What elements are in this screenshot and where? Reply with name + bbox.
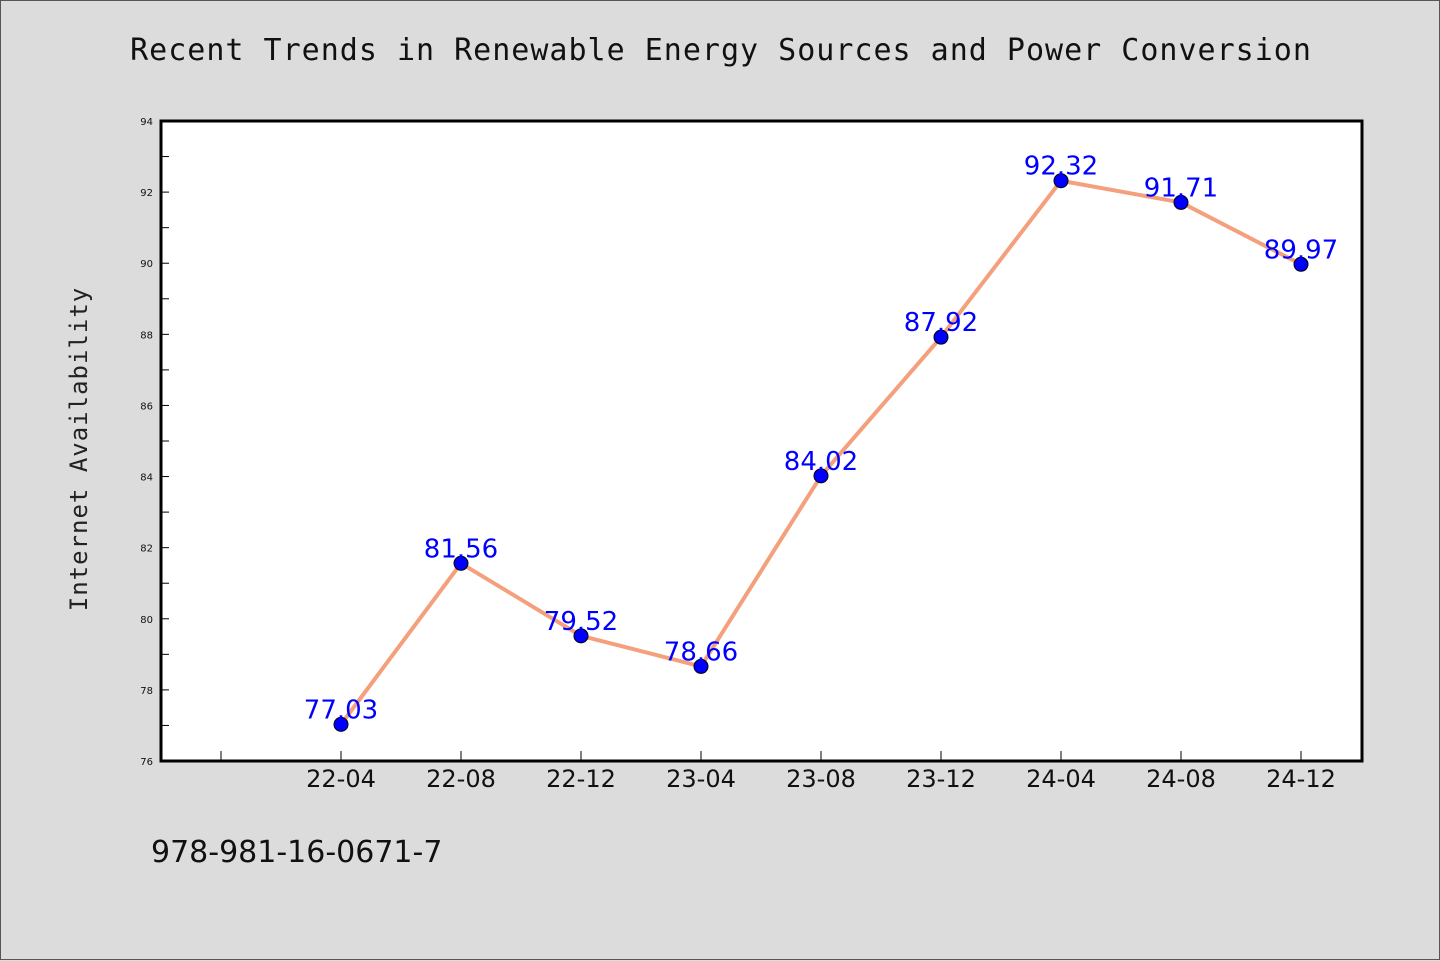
data-label: 87.92: [904, 308, 978, 338]
y-tick-label: 90: [140, 259, 153, 270]
x-tick-label: 22-12: [546, 765, 616, 793]
data-point: [573, 628, 589, 644]
data-label: 91.71: [1144, 173, 1218, 203]
data-label: 79.52: [544, 607, 618, 637]
data-point: [813, 468, 829, 484]
data-label: 84.02: [784, 447, 858, 477]
data-point: [1053, 173, 1069, 189]
chart-title: Recent Trends in Renewable Energy Source…: [130, 33, 1312, 68]
y-tick-label: 80: [140, 615, 153, 626]
x-tick-label: 24-08: [1146, 765, 1216, 793]
x-tick-label: 24-12: [1266, 765, 1336, 793]
data-point: [1173, 194, 1189, 210]
data-point: [453, 555, 469, 571]
data-point: [693, 658, 709, 674]
data-label: 89.97: [1264, 235, 1338, 265]
y-tick-label: 88: [140, 330, 153, 341]
y-tick-label: 86: [140, 401, 153, 412]
data-point: [933, 329, 949, 345]
y-tick-label: 84: [140, 473, 153, 484]
data-label: 78.66: [664, 637, 738, 667]
x-tick-label: 23-12: [906, 765, 976, 793]
x-tick-label: 23-08: [786, 765, 856, 793]
y-tick-label: 78: [140, 686, 153, 697]
x-tick-label: 22-04: [306, 765, 376, 793]
data-label: 81.56: [424, 534, 498, 564]
y-tick-label: 94: [140, 117, 153, 128]
x-axis: 22-04 22-08 22-12 23-04 23-08 23-12 24-04 24-08…: [220, 751, 1336, 793]
x-tick-label: 23-04: [666, 765, 736, 793]
y-tick-label: 76: [140, 757, 153, 768]
data-point: [333, 716, 349, 732]
plot-area: [159, 119, 1364, 763]
y-tick-label: 82: [140, 544, 153, 555]
series-group: 77.03 81.56 79.52 78.66 84.02 87.92 92.32 91.71…: [304, 152, 1338, 732]
data-label: 92.32: [1024, 152, 1098, 182]
y-axis: 76 78 80 82 84 86 88 90 92 94: [140, 117, 169, 768]
x-tick-label: 24-04: [1026, 765, 1096, 793]
x-tick-label: 22-08: [426, 765, 496, 793]
data-label: 77.03: [304, 695, 378, 725]
data-point: [1293, 256, 1309, 272]
isbn-text: 978-981-16-0671-7: [151, 835, 443, 870]
y-tick-label: 92: [140, 188, 153, 199]
